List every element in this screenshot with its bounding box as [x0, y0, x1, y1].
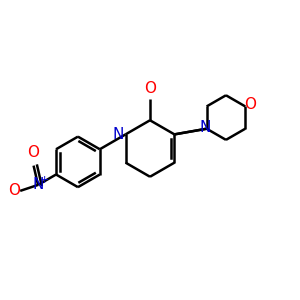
Text: N: N [32, 177, 44, 192]
Text: +: + [40, 175, 49, 184]
Text: O: O [8, 183, 20, 198]
Text: O: O [28, 145, 40, 160]
Text: O: O [144, 82, 156, 97]
Text: N: N [200, 120, 211, 135]
Text: N: N [112, 127, 124, 142]
Text: O: O [244, 98, 256, 112]
